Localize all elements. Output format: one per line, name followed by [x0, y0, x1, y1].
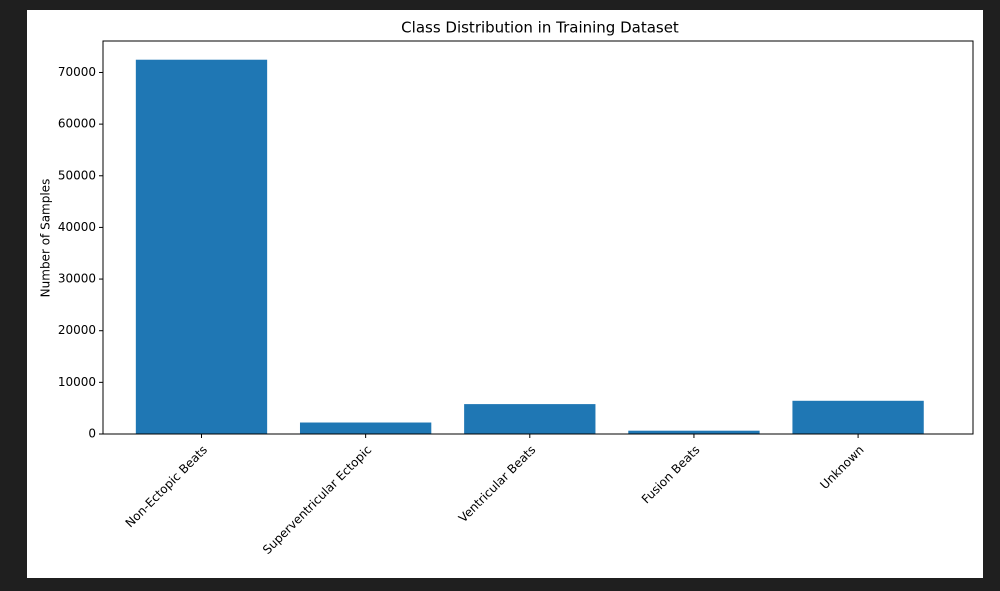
bar	[135, 59, 268, 435]
bar	[464, 404, 596, 434]
bar	[628, 430, 760, 434]
bar	[299, 422, 432, 434]
chart-title: Class Distribution in Training Dataset	[401, 19, 679, 37]
y-tick-label: 40000	[58, 220, 96, 234]
y-axis-label: Number of Samples	[39, 179, 53, 298]
y-tick-label: 60000	[58, 117, 96, 131]
bar	[792, 400, 924, 434]
y-tick-label: 20000	[58, 323, 96, 337]
plot-frame	[102, 40, 974, 435]
y-tick-label: 10000	[58, 375, 96, 389]
y-tick-label: 0	[88, 427, 96, 441]
y-tick-label: 30000	[58, 272, 96, 286]
y-tick-label: 70000	[58, 65, 96, 79]
y-tick-label: 50000	[58, 168, 96, 182]
